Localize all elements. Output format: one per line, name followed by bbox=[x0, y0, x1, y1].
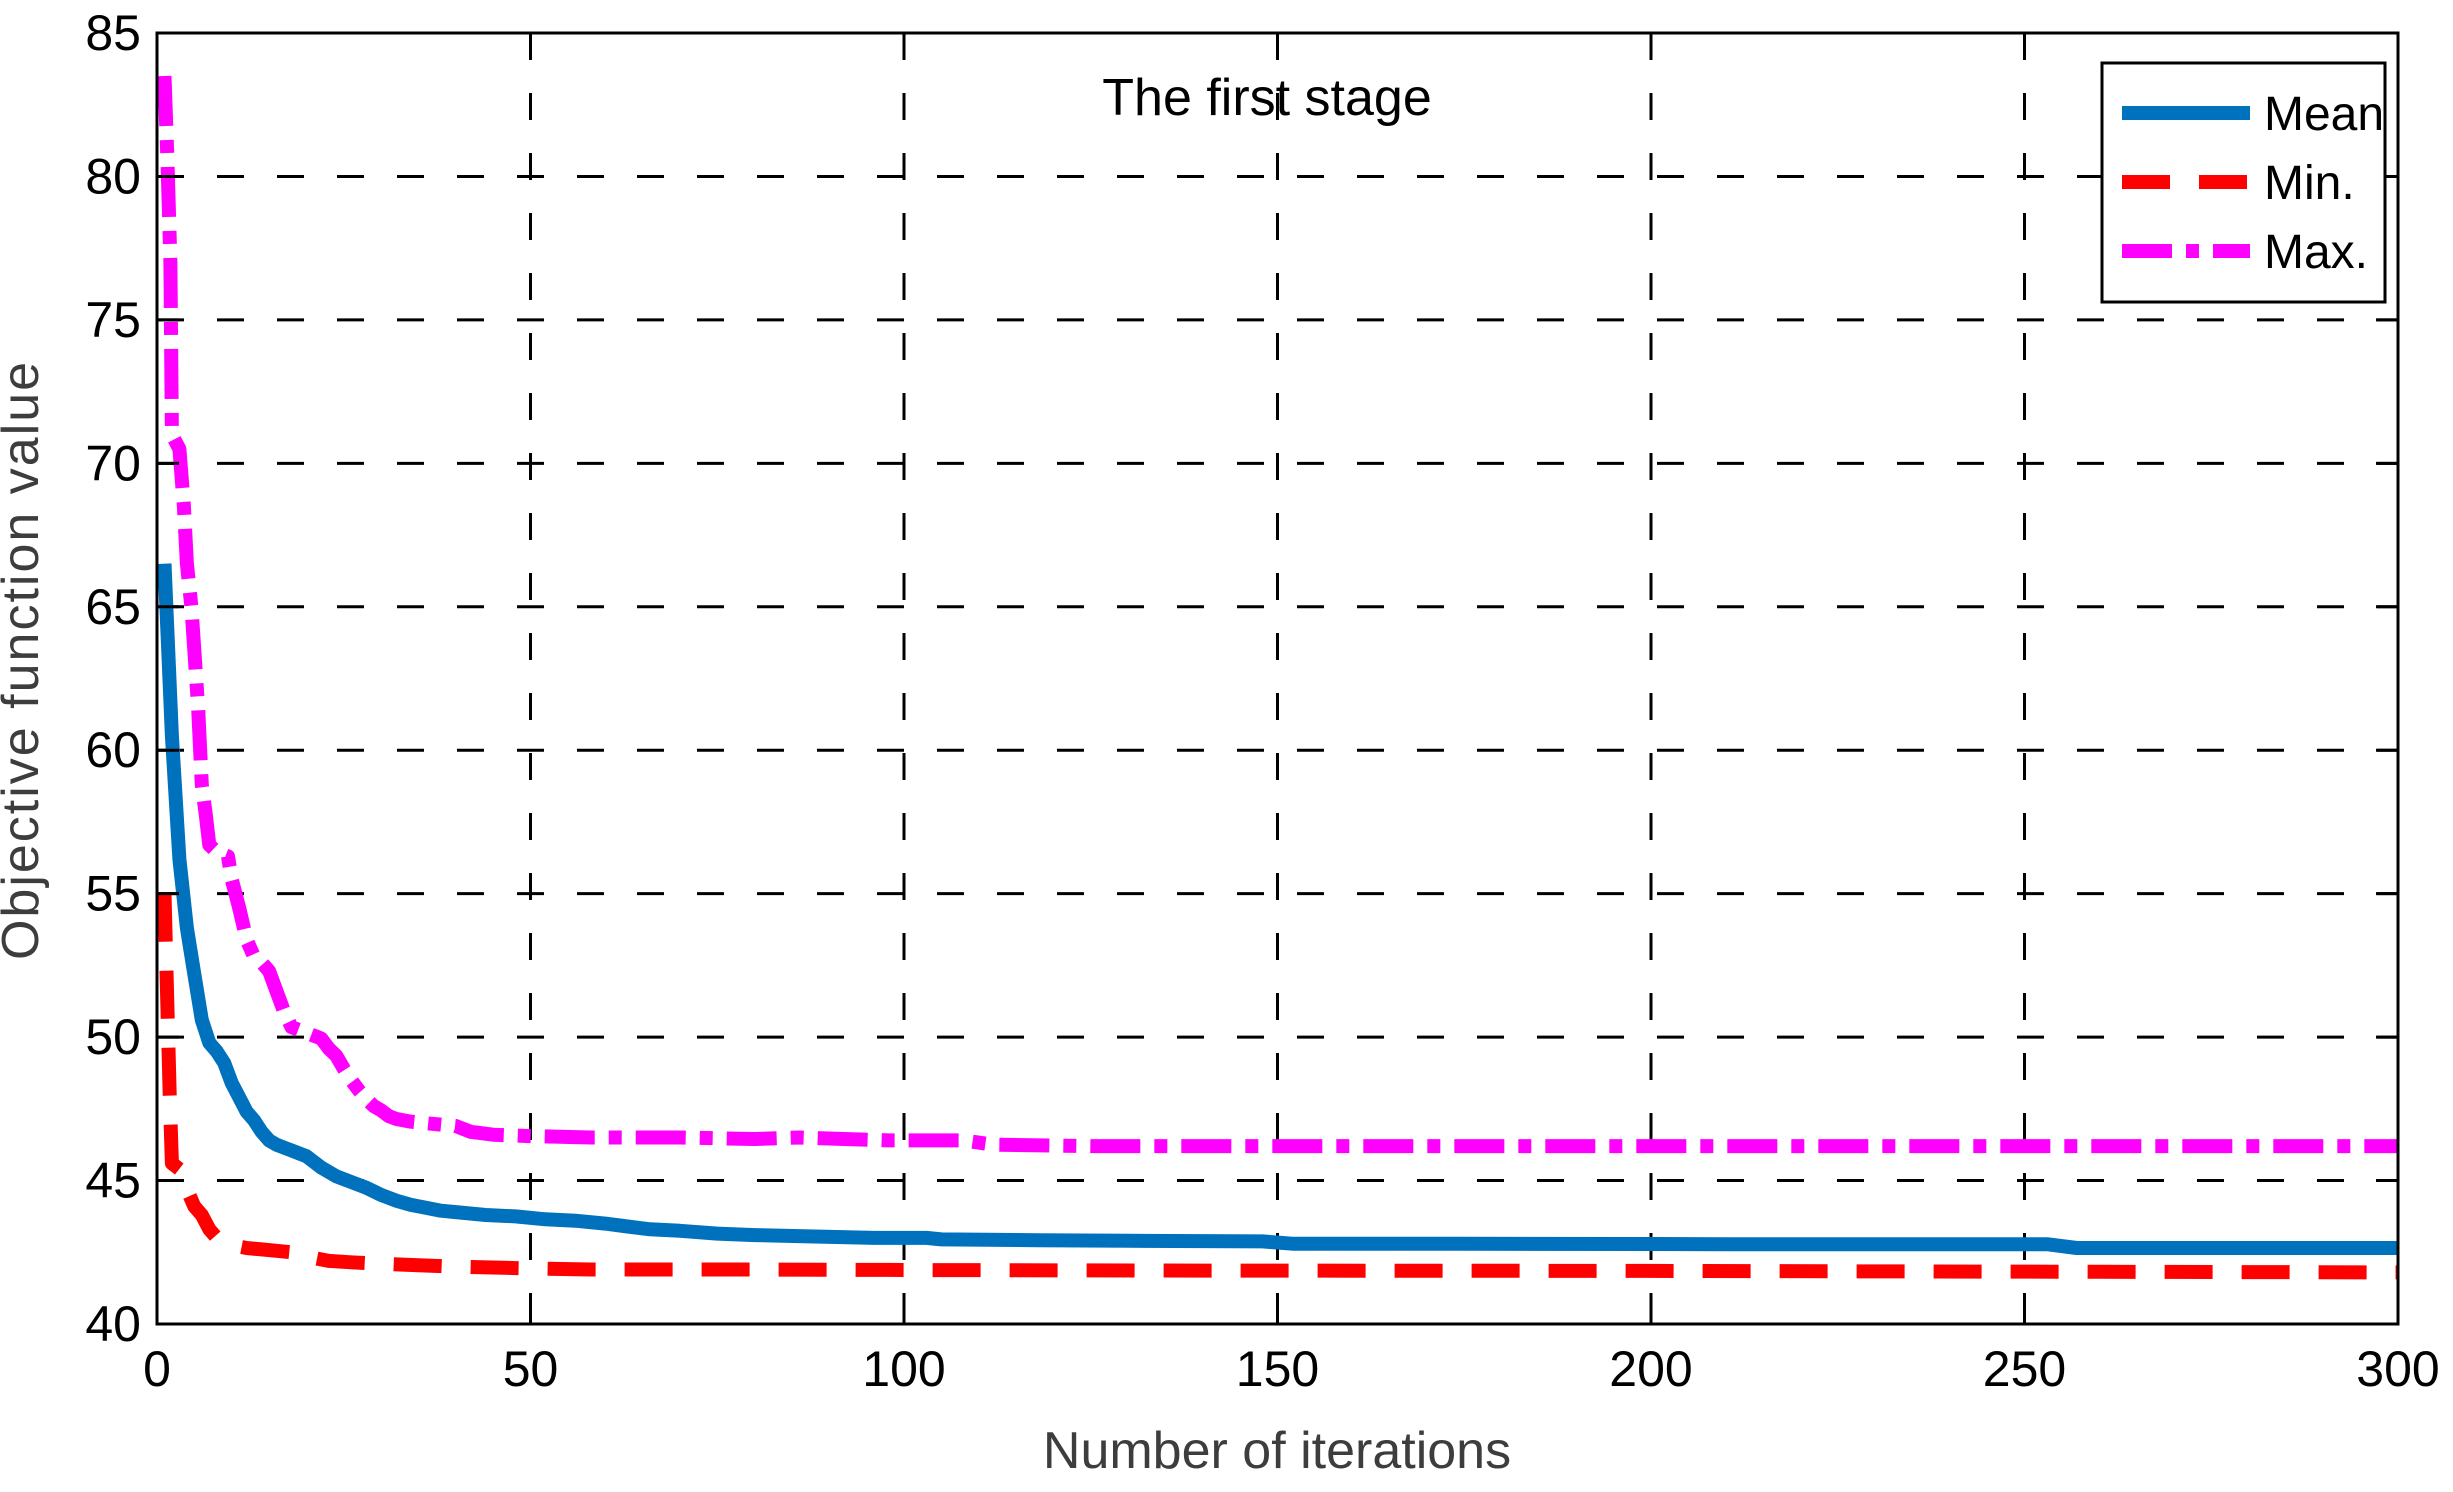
legend-label-max: Max. bbox=[2264, 226, 2368, 279]
y-tick-label: 40 bbox=[85, 1296, 141, 1352]
series-path-mean bbox=[157, 563, 2398, 1255]
y-tick-label: 75 bbox=[85, 292, 141, 348]
y-tick-label: 55 bbox=[85, 866, 141, 922]
y-tick-label: 65 bbox=[85, 579, 141, 635]
y-tick-label: 80 bbox=[85, 148, 141, 204]
legend-label-min: Min. bbox=[2264, 157, 2355, 210]
axis-ticks bbox=[155, 31, 2400, 1326]
y-tick-label: 60 bbox=[85, 722, 141, 778]
series-lines bbox=[157, 75, 2399, 1280]
x-tick-label: 250 bbox=[1983, 1341, 2066, 1397]
legend-label-mean: Mean bbox=[2264, 88, 2384, 141]
x-tick-label: 50 bbox=[503, 1341, 559, 1397]
x-axis-label: Number of iterations bbox=[1043, 1422, 1511, 1480]
x-tick-label: 0 bbox=[143, 1341, 171, 1397]
series-path-max bbox=[157, 75, 2398, 1154]
y-axis-label: Objective function value bbox=[0, 360, 50, 960]
legend-item-max: Max. bbox=[2122, 226, 2368, 279]
legend-item-min: Min. bbox=[2122, 157, 2355, 210]
y-tick-label: 70 bbox=[85, 435, 141, 491]
tick-labels: 0 50 100 150 200 250 300 40 45 50 55 60 65 70 75 80 85 bbox=[85, 5, 2439, 1397]
legend-item-mean: Mean bbox=[2122, 88, 2384, 141]
chart-title: The first stage bbox=[1102, 69, 1431, 127]
x-tick-label: 300 bbox=[2356, 1341, 2439, 1397]
legend: Mean Min. Max. bbox=[2100, 61, 2387, 304]
y-tick-label: 85 bbox=[85, 5, 141, 61]
x-tick-label: 150 bbox=[1236, 1341, 1319, 1397]
x-tick-label: 200 bbox=[1609, 1341, 1692, 1397]
series-path-min bbox=[157, 893, 2399, 1280]
gridlines bbox=[157, 33, 2398, 1324]
y-tick-label: 45 bbox=[85, 1153, 141, 1209]
x-tick-label: 100 bbox=[862, 1341, 945, 1397]
y-tick-label: 50 bbox=[85, 1009, 141, 1065]
